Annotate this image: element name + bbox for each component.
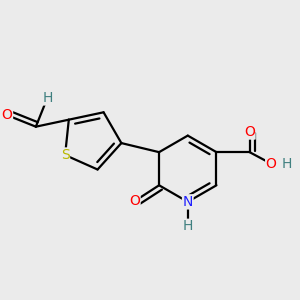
Text: O: O	[244, 125, 255, 139]
Text: H: H	[42, 91, 52, 105]
Text: N: N	[183, 195, 193, 209]
Text: S: S	[61, 148, 70, 162]
Text: H: H	[183, 219, 193, 233]
Text: H: H	[282, 157, 292, 171]
Text: O: O	[266, 157, 277, 171]
Text: O: O	[129, 194, 140, 208]
Text: O: O	[2, 108, 13, 122]
